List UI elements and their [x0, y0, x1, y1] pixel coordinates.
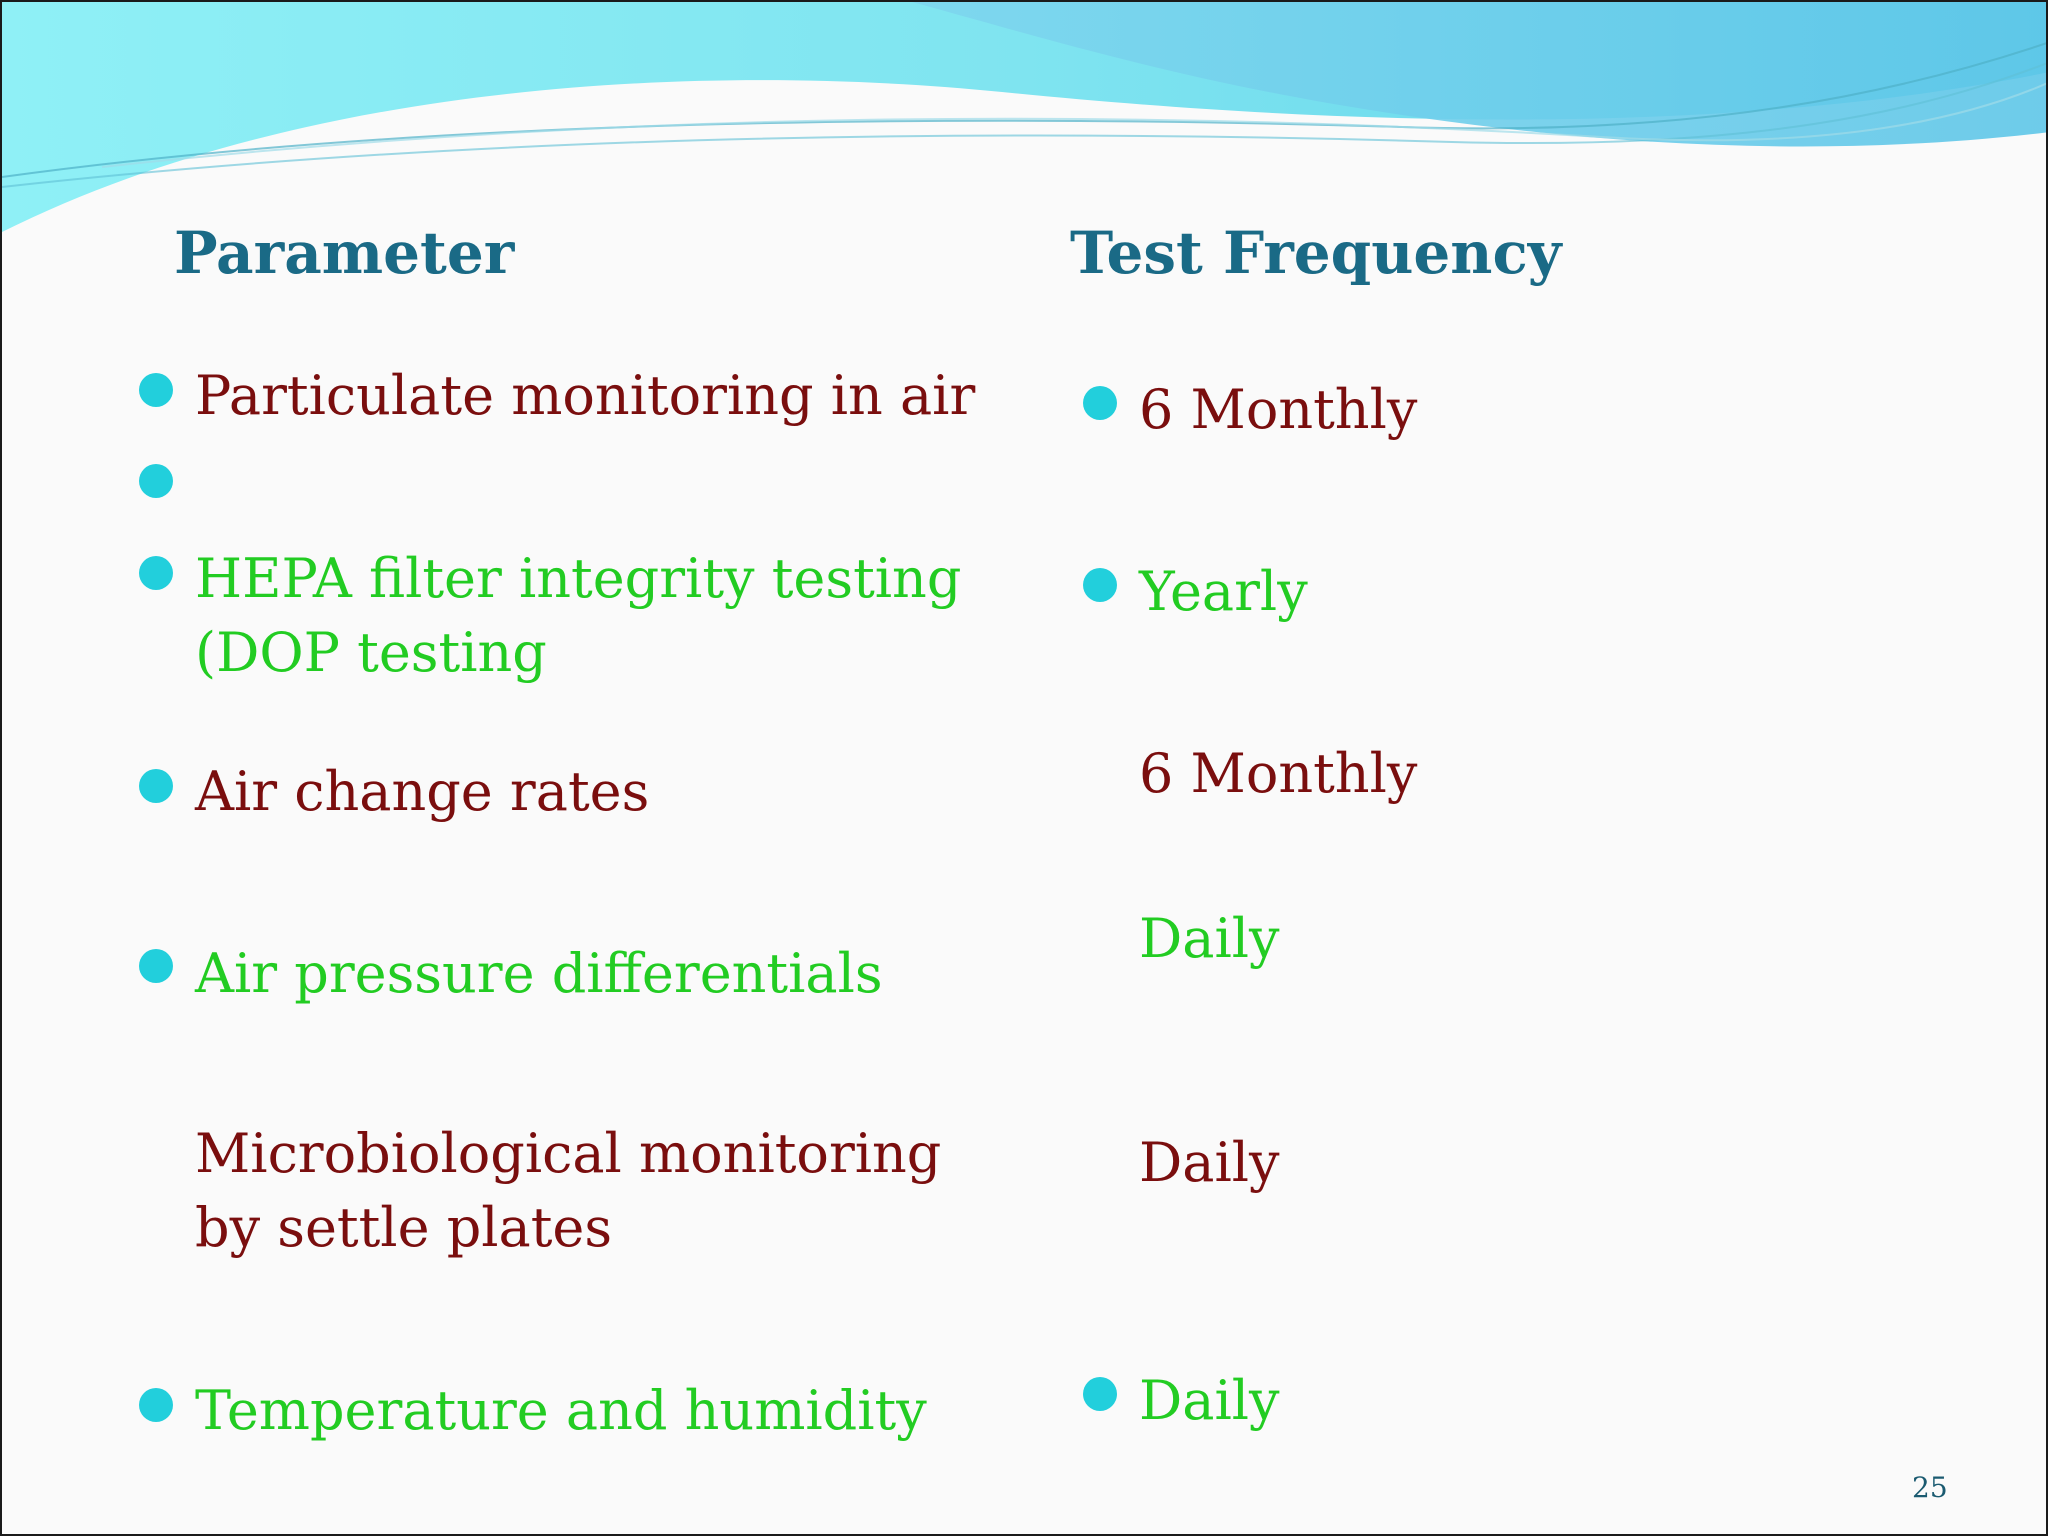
bullet-dot	[139, 769, 173, 803]
bullet-dot	[139, 464, 173, 498]
parameter-item-particulate: Particulate monitoring in air	[195, 364, 976, 427]
bullet-dot	[1083, 568, 1117, 602]
frequency-item-particulate: 6 Monthly	[1139, 378, 1418, 441]
parameter-item-air-pressure: Air pressure differentials	[195, 942, 883, 1005]
bullet-dot	[1083, 1377, 1117, 1411]
parameter-item-air-change: Air change rates	[195, 760, 650, 823]
frequency-item-hepa: Yearly	[1139, 560, 1308, 623]
frequency-item-temperature: Daily	[1139, 1369, 1280, 1432]
bullet-dot	[139, 949, 173, 983]
bullet-dot	[1083, 386, 1117, 420]
bullet-dot	[139, 1388, 173, 1422]
page-number: 25	[1912, 1471, 1948, 1504]
test-frequency-heading: Test Frequency	[1070, 219, 1562, 287]
bullet-dot	[139, 556, 173, 590]
parameter-heading: Parameter	[174, 219, 515, 287]
parameter-item-microbiological: Microbiological monitoring by settle pla…	[195, 1122, 942, 1259]
parameter-item-temperature: Temperature and humidity	[195, 1379, 927, 1442]
frequency-item-air-pressure: Daily	[1139, 907, 1280, 970]
bullet-dot	[139, 373, 173, 407]
frequency-item-air-change: 6 Monthly	[1139, 742, 1418, 805]
frequency-item-microbiological: Daily	[1139, 1131, 1280, 1194]
parameter-item-hepa: HEPA filter integrity testing (DOP testi…	[195, 547, 962, 684]
header-wave-decoration	[2, 2, 2046, 232]
